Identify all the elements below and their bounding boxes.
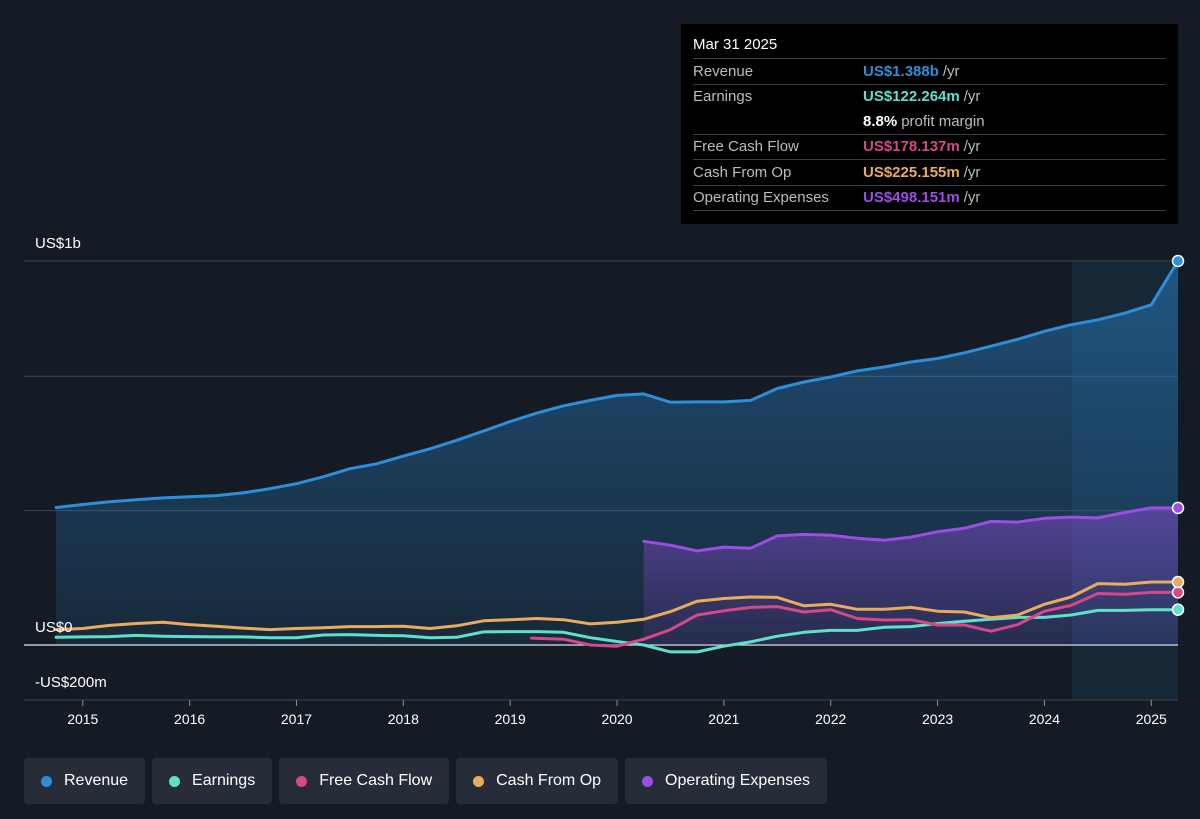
tooltip-unit: /yr [963, 189, 981, 207]
tooltip-unit: /yr [963, 138, 981, 156]
endpoint-free-cash-flow [1171, 586, 1185, 599]
legend-item-revenue[interactable]: Revenue [24, 758, 146, 804]
tooltip-value: US$225.155m [863, 163, 960, 181]
tooltip-row-cfo: Cash From Op US$225.155m /yr [693, 159, 1166, 185]
x-tick-label-2016: 2016 [174, 711, 205, 727]
line-operating-expenses [642, 506, 1180, 553]
tooltip-label: Cash From Op [693, 163, 792, 181]
x-tick-label-2021: 2021 [708, 711, 739, 727]
tooltip-value: 8.8% [863, 112, 898, 130]
legend-dot-icon [642, 775, 654, 787]
legend-dot-icon [296, 775, 308, 787]
tooltip-unit: profit margin [901, 112, 985, 130]
tooltip-label: Operating Expenses [693, 189, 829, 207]
legend-item-operating-expenses[interactable]: Operating Expenses [625, 758, 828, 804]
legend-dot-icon [169, 775, 181, 787]
legend: Revenue Earnings Free Cash Flow Cash Fro… [24, 758, 828, 804]
legend-item-cash-from-op[interactable]: Cash From Op [456, 758, 619, 804]
tooltip-date: Mar 31 2025 [693, 36, 778, 53]
tooltip-unit: /yr [963, 88, 981, 106]
tooltip-unit: /yr [942, 62, 960, 80]
tooltip-row-opex: Operating Expenses US$498.151m /yr [693, 184, 1166, 211]
tooltip-label: Free Cash Flow [693, 138, 799, 156]
endpoint-cash-from-op [1171, 575, 1185, 589]
tooltip-value: US$122.264m [863, 88, 960, 106]
endpoint-operating-expenses [1171, 501, 1185, 515]
x-tick-label-2015: 2015 [67, 711, 98, 727]
legend-item-free-cash-flow[interactable]: Free Cash Flow [279, 758, 450, 804]
endpoint-earnings [1171, 603, 1185, 616]
legend-label: Free Cash Flow [319, 772, 433, 789]
tooltip-row-margin: 8.8% profit margin [693, 109, 1166, 134]
line-free-cash-flow [530, 590, 1180, 648]
line-cash-from-op [54, 580, 1180, 632]
x-tick-label-2024: 2024 [1029, 711, 1060, 727]
tooltip-value: US$1.388b [863, 62, 939, 80]
legend-label: Operating Expenses [665, 772, 811, 789]
tooltip-row-revenue: Revenue US$1.388b /yr [693, 58, 1166, 84]
endpoint-revenue [1171, 254, 1185, 268]
tooltip-unit: /yr [963, 163, 981, 181]
data-tooltip: Mar 31 2025 Revenue US$1.388b /yr Earnin… [681, 24, 1178, 224]
line-earnings [54, 608, 1180, 654]
legend-label: Revenue [64, 772, 129, 789]
x-tick-label-2019: 2019 [495, 711, 526, 727]
tooltip-label: Revenue [693, 62, 754, 80]
x-tick-label-2025: 2025 [1136, 711, 1167, 727]
legend-label: Cash From Op [496, 772, 602, 789]
tooltip-row-earnings: Earnings US$122.264m /yr [693, 83, 1166, 110]
x-tick-label-2023: 2023 [922, 711, 953, 727]
legend-item-earnings[interactable]: Earnings [152, 758, 273, 804]
y-label-top: US$1b [35, 235, 81, 252]
tooltip-value: US$498.151m [863, 189, 960, 207]
line-revenue [54, 259, 1180, 509]
legend-dot-icon [473, 775, 485, 787]
y-label-bottom: -US$200m [35, 674, 107, 691]
tooltip-label: Earnings [693, 88, 753, 106]
legend-label: Earnings [192, 772, 256, 789]
x-tick-label-2020: 2020 [601, 711, 632, 727]
tooltip-value: US$178.137m [863, 138, 960, 156]
chart: 2015 2016 2017 2018 2019 2020 2021 2022 2023 2024… [24, 235, 1185, 727]
y-label-zero: US$0 [35, 619, 73, 636]
tooltip-row-fcf: Free Cash Flow US$178.137m /yr [693, 133, 1166, 160]
x-tick-label-2018: 2018 [388, 711, 419, 727]
x-tick-label-2022: 2022 [815, 711, 846, 727]
legend-dot-icon [41, 775, 52, 787]
x-tick-label-2017: 2017 [281, 711, 312, 727]
